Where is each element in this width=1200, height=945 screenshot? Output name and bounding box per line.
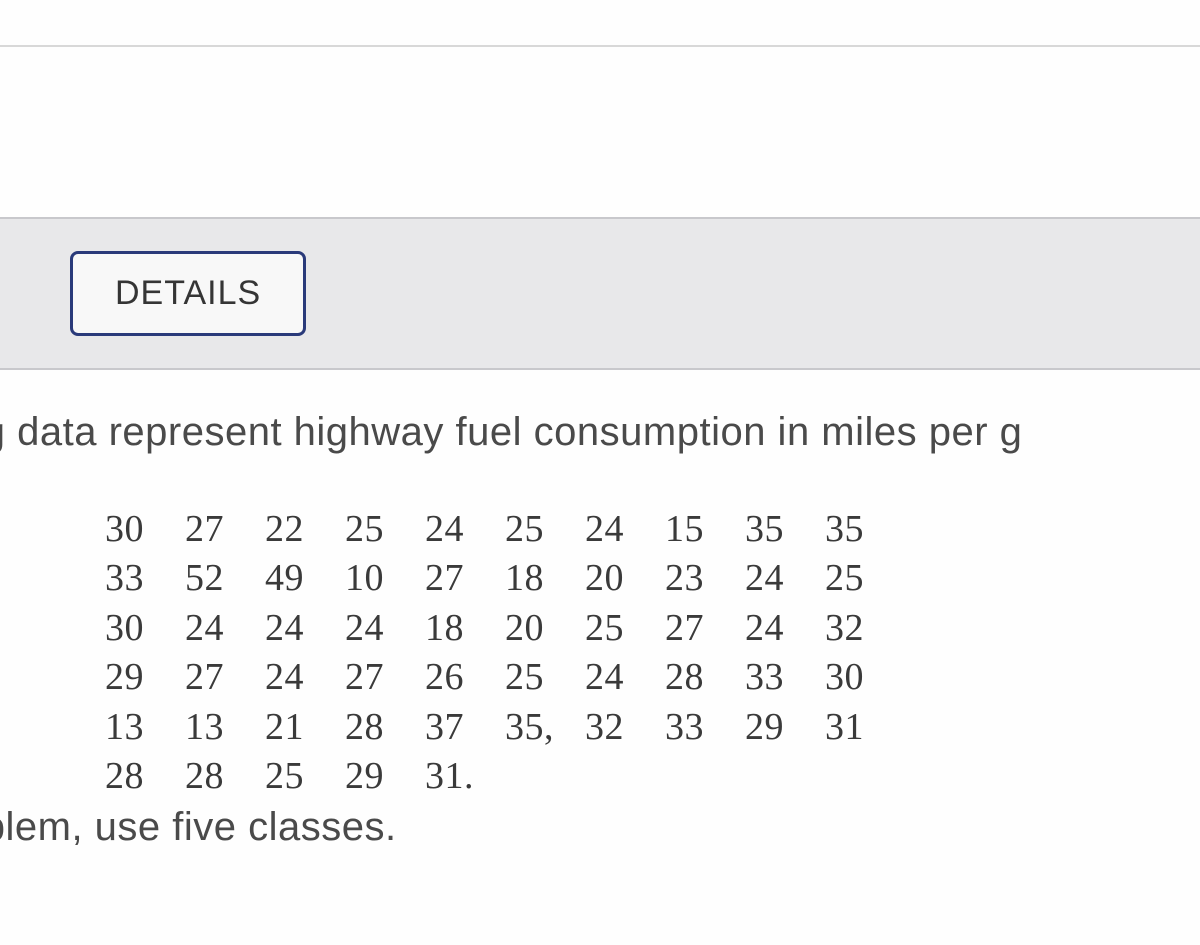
data-cell: 24 <box>345 604 425 653</box>
data-cell: 24 <box>425 505 505 554</box>
data-cell: 25 <box>505 505 585 554</box>
data-cell: 30 <box>105 604 185 653</box>
data-cell: 24 <box>265 653 345 702</box>
data-cell: 52 <box>185 554 265 603</box>
section-header-bar: DETAILS <box>0 217 1200 370</box>
data-cell: 25 <box>505 653 585 702</box>
data-cell: 24 <box>265 604 345 653</box>
description-text: ng data represent highway fuel consumpti… <box>0 410 1200 455</box>
data-cell: 25 <box>825 554 905 603</box>
data-cell: 27 <box>185 505 265 554</box>
data-cell: 25 <box>345 505 425 554</box>
data-row: 30272225242524153535 <box>105 505 1200 554</box>
data-cell: 29 <box>745 703 825 752</box>
data-cell: 28 <box>105 752 185 801</box>
data-cell: 27 <box>665 604 745 653</box>
data-cell: 35 <box>825 505 905 554</box>
data-cell: 32 <box>825 604 905 653</box>
data-cell: 27 <box>345 653 425 702</box>
data-grid: 30272225242524153535 3352491027182023242… <box>105 505 1200 801</box>
data-cell: 33 <box>105 554 185 603</box>
data-cell: 27 <box>425 554 505 603</box>
data-cell: 32 <box>585 703 665 752</box>
data-cell: 18 <box>425 604 505 653</box>
data-cell: 25 <box>585 604 665 653</box>
data-cell: 10 <box>345 554 425 603</box>
data-cell: 24 <box>585 505 665 554</box>
data-cell: 35, <box>505 703 585 752</box>
data-cell: 27 <box>185 653 265 702</box>
data-cell: 31 <box>825 703 905 752</box>
data-cell: 13 <box>185 703 265 752</box>
data-cell: 20 <box>505 604 585 653</box>
data-cell: 15 <box>665 505 745 554</box>
data-cell: 33 <box>745 653 825 702</box>
data-cell: 26 <box>425 653 505 702</box>
data-cell: 30 <box>825 653 905 702</box>
data-cell: 24 <box>745 554 825 603</box>
data-cell: 49 <box>265 554 345 603</box>
data-cell: 28 <box>345 703 425 752</box>
data-cell: 25 <box>265 752 345 801</box>
data-cell: 18 <box>505 554 585 603</box>
data-row: 29272427262524283330 <box>105 653 1200 702</box>
data-cell: 29 <box>105 653 185 702</box>
data-cell: 24 <box>745 604 825 653</box>
data-cell: 24 <box>185 604 265 653</box>
data-cell: 28 <box>185 752 265 801</box>
footer-text: oblem, use five classes. <box>0 805 1200 850</box>
top-divider <box>0 45 1200 47</box>
data-cell: 23 <box>665 554 745 603</box>
data-row: 30242424182025272432 <box>105 604 1200 653</box>
data-cell: 30 <box>105 505 185 554</box>
data-cell: 22 <box>265 505 345 554</box>
data-cell: 35 <box>745 505 825 554</box>
data-cell: 31. <box>425 752 505 801</box>
data-cell: 24 <box>585 653 665 702</box>
data-cell: 28 <box>665 653 745 702</box>
data-cell: 20 <box>585 554 665 603</box>
data-row: 2828252931. <box>105 752 1200 801</box>
data-cell: 37 <box>425 703 505 752</box>
data-cell: 29 <box>345 752 425 801</box>
data-cell: 21 <box>265 703 345 752</box>
data-cell: 13 <box>105 703 185 752</box>
data-cell: 33 <box>665 703 745 752</box>
content-area: ng data represent highway fuel consumpti… <box>0 370 1200 850</box>
data-row: 131321283735,32332931 <box>105 703 1200 752</box>
details-button[interactable]: DETAILS <box>70 251 306 336</box>
data-row: 33524910271820232425 <box>105 554 1200 603</box>
